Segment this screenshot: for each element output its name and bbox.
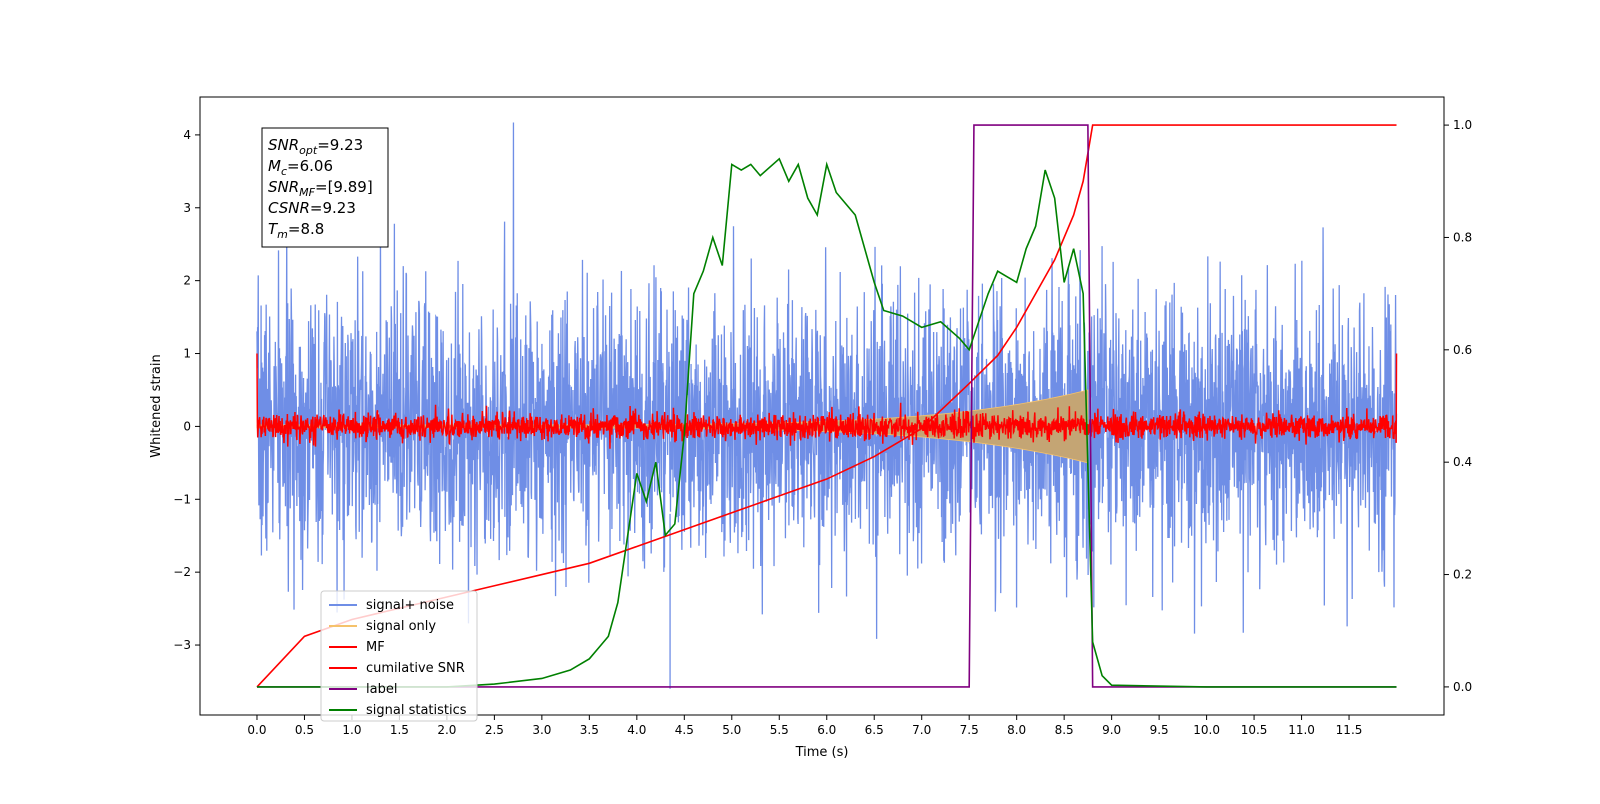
y-tick-label: −1 — [173, 492, 191, 506]
annotation-frame — [261, 127, 389, 248]
x-tick-label: 7.5 — [960, 723, 979, 737]
x-tick-label: 2.5 — [485, 723, 504, 737]
x-tick-label: 9.0 — [1102, 723, 1121, 737]
x-tick-label: 5.5 — [770, 723, 789, 737]
annotation-line: CSNR=9.23 — [268, 199, 356, 217]
legend-label: cumilative SNR — [366, 661, 465, 676]
x-tick-label: 11.5 — [1336, 723, 1363, 737]
mf-line — [256, 353, 1398, 449]
x-tick-label: 3.0 — [532, 723, 551, 737]
signal-statistics-line — [256, 157, 1397, 688]
x-tick-label: 6.5 — [865, 723, 884, 737]
legend-label: signal only — [366, 619, 436, 634]
y-tick-label: −3 — [173, 638, 191, 652]
legend-label: signal statistics — [366, 703, 467, 718]
y-tick-label: 4 — [183, 128, 191, 142]
y-axis: −3 −2 −1 0 1 2 3 4 — [173, 128, 200, 652]
y2-tick-label: 0.6 — [1453, 343, 1472, 357]
y-tick-label: −2 — [173, 565, 191, 579]
y2-tick-label: 0.2 — [1453, 568, 1472, 582]
y2-tick-label: 0.4 — [1453, 455, 1472, 469]
x-tick-label: 3.5 — [580, 723, 599, 737]
annotation-line: SNRMF=[9.89] — [268, 178, 373, 199]
x-axis-label: Time (s) — [795, 745, 849, 760]
x-tick-label: 1.5 — [390, 723, 409, 737]
legend-label: label — [366, 682, 397, 697]
plot-frame — [199, 96, 1445, 716]
y2-axis: 0.0 0.2 0.4 0.6 0.8 1.0 — [1444, 118, 1472, 694]
signal-noise-series — [256, 122, 1398, 689]
y-tick-label: 3 — [183, 201, 191, 215]
y2-tick-label: 0.8 — [1453, 230, 1472, 244]
legend-frame — [320, 590, 478, 722]
y-tick-label: 2 — [183, 274, 191, 288]
x-tick-label: 5.0 — [722, 723, 741, 737]
x-tick-label: 8.0 — [1007, 723, 1026, 737]
signal-noise-line — [256, 122, 1398, 639]
x-axis: 0.0 0.5 1.0 1.5 2.0 2.5 3.0 3.5 4.0 4.5 5.0 5.5 6.0 6… — [247, 715, 1362, 737]
y-axis-label: Whitened strain — [149, 354, 164, 457]
annotation-line: Mc=6.06 — [268, 157, 333, 178]
annotation-line: SNRopt=9.23 — [268, 136, 363, 157]
x-tick-label: 4.5 — [675, 723, 694, 737]
y2-tick-label: 1.0 — [1453, 118, 1472, 132]
legend-label: signal+ noise — [366, 598, 454, 613]
annotation-line: Tm=8.8 — [268, 220, 324, 241]
x-tick-label: 6.0 — [817, 723, 836, 737]
x-tick-label: 11.0 — [1288, 723, 1315, 737]
y-tick-label: 1 — [183, 347, 191, 361]
x-tick-label: 8.5 — [1055, 723, 1074, 737]
y-tick-label: 0 — [183, 419, 191, 433]
legend: signal+ noise signal only MF cumilative SNR… — [320, 590, 478, 722]
x-tick-label: 1.0 — [342, 723, 361, 737]
x-tick-label: 10.5 — [1241, 723, 1268, 737]
x-tick-label: 7.0 — [912, 723, 931, 737]
x-tick-label: 2.0 — [437, 723, 456, 737]
legend-label: MF — [366, 640, 385, 655]
x-tick-label: 0.5 — [295, 723, 314, 737]
label-line — [256, 124, 1397, 688]
x-tick-label: 4.0 — [627, 723, 646, 737]
x-tick-label: 9.5 — [1150, 723, 1169, 737]
mf-series — [256, 353, 1398, 449]
x-tick-label: 0.0 — [247, 723, 266, 737]
x-tick-label: 10.0 — [1193, 723, 1220, 737]
y2-tick-label: 0.0 — [1453, 680, 1472, 694]
